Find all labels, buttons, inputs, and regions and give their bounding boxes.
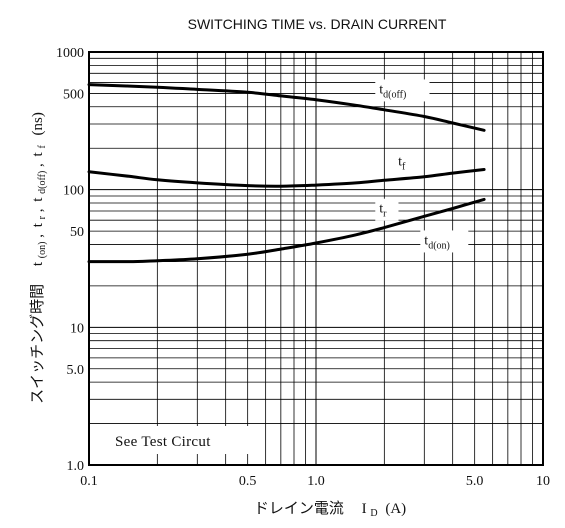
y-axis-t-on-sub: (on) xyxy=(37,242,48,259)
x-axis-label-text: ドレイン電流 xyxy=(254,500,344,517)
x-tick-label: 10 xyxy=(536,474,550,489)
y-axis-t-doff: t xyxy=(30,197,46,202)
series-label-bg xyxy=(420,230,469,253)
y-axis-t-r: t xyxy=(30,222,46,227)
series-line-r xyxy=(87,197,486,264)
grid xyxy=(89,52,543,465)
annotation-box xyxy=(96,426,254,454)
x-axis-unit: (A) xyxy=(385,501,406,517)
y-tick-label: 1000 xyxy=(56,46,84,61)
chart-title: SWITCHING TIME vs. DRAIN CURRENT xyxy=(188,16,447,32)
plot-frame xyxy=(88,51,544,466)
y-axis-t-f-sub: f xyxy=(37,145,48,149)
y-axis-t-on: t xyxy=(30,261,46,266)
series-label-symbol: t xyxy=(398,154,402,169)
series-line-f xyxy=(87,168,486,188)
y-axis-t-f: t xyxy=(30,151,46,156)
series-label-sub: f xyxy=(402,161,406,172)
y-axis-unit: (ns) xyxy=(30,112,46,135)
series-label-sub: d(on) xyxy=(428,240,450,251)
y-axis-t-doff-sub: d(off) xyxy=(37,171,48,194)
x-axis-symbol: I xyxy=(362,501,367,517)
series-label-f: tf xyxy=(398,154,406,172)
series-label-bg xyxy=(394,151,418,174)
series-label-sub: d(off) xyxy=(383,89,406,100)
y-tick-label: 1.0 xyxy=(67,459,85,474)
y-tick-label: 50 xyxy=(70,225,84,240)
series-label-symbol: t xyxy=(379,82,383,97)
series-label-bg xyxy=(375,79,430,102)
series-label-symbol: t xyxy=(424,233,428,248)
annotation-text: See Test Circut xyxy=(115,434,211,450)
y-axis-sep-3: , xyxy=(30,163,46,167)
series-line-doff xyxy=(87,83,486,132)
y-tick-label: 500 xyxy=(63,87,84,102)
y-axis-sep-2: , xyxy=(30,209,46,213)
x-tick-labels: 0.1 0.5 1.0 5.0 10 xyxy=(80,474,550,489)
y-axis-t-r-sub: r xyxy=(37,215,48,219)
x-tick-label: 1.0 xyxy=(307,474,325,489)
y-axis-sep-1: , xyxy=(30,234,46,238)
series-label-doff: td(off) xyxy=(379,82,406,100)
y-tick-label: 5.0 xyxy=(67,363,85,378)
series-layer xyxy=(87,83,486,264)
x-tick-label: 5.0 xyxy=(466,474,484,489)
x-tick-label: 0.1 xyxy=(80,474,98,489)
y-axis-label: スイッチング時間 t (on) , t r , t d(off) , t f (… xyxy=(29,112,49,404)
x-tick-label: 0.5 xyxy=(239,474,257,489)
x-axis-label: ドレイン電流 I D (A) xyxy=(254,500,406,520)
x-axis-symbol-sub: D xyxy=(370,508,377,519)
y-tick-label: 10 xyxy=(70,321,84,336)
y-axis-label-text: スイッチング時間 xyxy=(29,284,46,404)
series-label-r: tr xyxy=(379,202,387,220)
y-tick-labels: 1.0 5.0 10 50 100 500 1000 xyxy=(56,46,84,474)
series-label-sub: r xyxy=(383,209,387,220)
series-label-bg xyxy=(375,198,399,221)
series-label-symbol: t xyxy=(379,202,383,217)
y-tick-label: 100 xyxy=(63,184,84,199)
series-label-don: td(on) xyxy=(424,233,450,251)
